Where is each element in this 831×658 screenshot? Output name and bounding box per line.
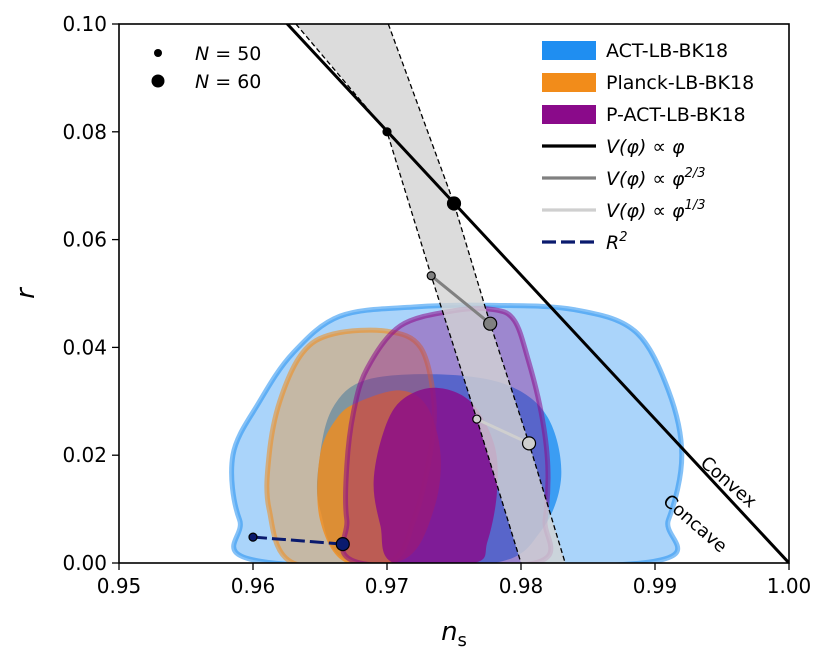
point-v-1-3-n60 (521, 436, 537, 451)
y-tick-label: 0.10 (62, 12, 107, 36)
series-line-r-2 (252, 535, 343, 546)
legend-swatch-act-lb-bk18 (542, 41, 596, 60)
x-tick-label: 0.96 (231, 574, 276, 598)
y-tick-label: 0.02 (62, 443, 107, 467)
y-tick-label: 0.08 (62, 120, 107, 144)
legend-label-r-2: R2 (606, 230, 627, 254)
legend-marker-label: N = 50 (195, 43, 261, 65)
x-axis-title-main: n (441, 617, 457, 647)
legend-marker-n60 (151, 74, 165, 88)
legend-layer: N = 50N = 60ACT-LB-BK18Planck-LB-BK18P-A… (151, 40, 754, 254)
annotation-convex: Convex (696, 452, 761, 512)
point-r-2-n50 (248, 532, 258, 542)
y-axis-title: r (11, 286, 41, 299)
point-v-n50 (382, 127, 392, 137)
legend-swatch-p-act-lb-bk18 (542, 105, 596, 124)
x-tick-label: 0.99 (633, 574, 678, 598)
series-line-v-2-3 (430, 274, 492, 325)
legend-label-v-2-3: V(φ) ∝ φ2/3 (606, 166, 705, 190)
legend-label-p-act-lb-bk18: P-ACT-LB-BK18 (606, 104, 746, 126)
legend-marker-n50 (154, 49, 162, 57)
legend-label-planck-lb-bk18: Planck-LB-BK18 (606, 72, 754, 94)
point-v-1-3-n50 (472, 414, 482, 424)
x-tick-label: 1.00 (767, 574, 812, 598)
x-tick-label: 0.98 (499, 574, 544, 598)
x-axis-title: ns (441, 617, 467, 651)
legend-label-v: V(φ) ∝ φ (606, 136, 685, 158)
legend-label-act-lb-bk18: ACT-LB-BK18 (606, 40, 728, 62)
model-point-layer (248, 127, 537, 552)
contour-inner-p-act-lb-bk18 (373, 387, 498, 563)
x-tick-label: 0.95 (97, 574, 142, 598)
contour-layer (229, 302, 685, 563)
series-line-v (285, 24, 789, 563)
point-v-n60 (446, 196, 462, 211)
y-tick-label: 0.04 (62, 335, 107, 359)
legend-label-v-1-3: V(φ) ∝ φ1/3 (606, 198, 705, 222)
point-r-2-n60 (335, 537, 350, 552)
tick-layer: 0.95 0.96 0.97 0.98 0.99 1.00 0.00 0.02 0.04 0.06… (62, 12, 811, 598)
point-v-2-3-n60 (483, 316, 498, 331)
legend-marker-label: N = 60 (195, 71, 261, 93)
legend-marker-var: N (195, 71, 209, 93)
plot-frame (118, 23, 790, 564)
point-v-2-3-n50 (426, 271, 436, 281)
x-axis-title-subscript: s (458, 630, 467, 651)
series-line-v-1-3 (476, 417, 530, 445)
legend-marker-eq: = 60 (209, 71, 261, 93)
legend-marker-eq: = 50 (209, 43, 261, 65)
y-tick-label: 0.00 (62, 551, 107, 575)
model-line-layer (252, 24, 789, 563)
legend-swatch-planck-lb-bk18 (542, 73, 596, 92)
legend-marker-var: N (195, 43, 209, 65)
y-tick-label: 0.06 (62, 228, 107, 252)
x-tick-label: 0.97 (365, 574, 410, 598)
